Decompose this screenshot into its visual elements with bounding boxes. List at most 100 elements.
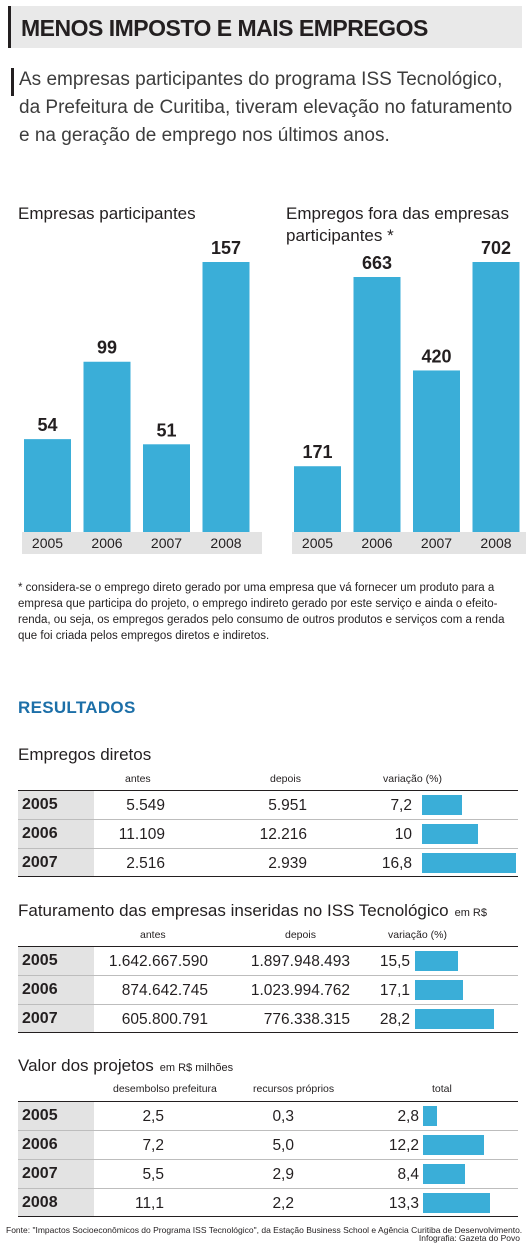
tick-label-1-2005: 2005 — [302, 535, 333, 551]
variation-bar — [422, 795, 463, 815]
col-head-recursos: recursos próprios — [253, 1083, 335, 1095]
year-label: 2006 — [22, 981, 58, 998]
value-col-1: 11,1 — [134, 1195, 164, 1212]
data-label-1-2006: 663 — [362, 253, 392, 273]
variation-bar — [423, 1193, 490, 1213]
value-col-2: 2.939 — [268, 855, 307, 872]
value-col-1: 2.516 — [126, 855, 165, 872]
table-row: 2006 11.109 12.216 10 — [18, 819, 518, 848]
year-cell: 2007 — [18, 1160, 94, 1188]
value-col-2: 776.338.315 — [263, 1011, 350, 1028]
value-col-2: 1.023.994.762 — [250, 982, 350, 999]
year-label: 2006 — [22, 825, 58, 842]
table-row: 2007 2.516 2.939 16,8 — [18, 848, 518, 877]
year-label: 2007 — [22, 854, 58, 871]
table-title-empregos-diretos: Empregos diretos — [18, 745, 151, 765]
variation-bar — [423, 1106, 437, 1126]
variation-value: 16,8 — [381, 855, 412, 872]
value-col-2: 12.216 — [259, 826, 307, 843]
year-label: 2005 — [22, 796, 58, 813]
col-head-antes: antes — [125, 773, 151, 785]
table-row: 2005 2,5 0,3 2,8 — [18, 1101, 518, 1130]
variation-value: 28,2 — [379, 1011, 410, 1028]
value-col-1: 1.642.667.590 — [108, 953, 208, 970]
table-row: 2008 11,1 2,2 13,3 — [18, 1188, 518, 1217]
value-col-2: 2,9 — [272, 1166, 294, 1183]
col-head-total: total — [432, 1083, 452, 1095]
credit-note: Infografia: Gazeta do Povo — [418, 1233, 520, 1243]
variation-bar — [415, 951, 459, 971]
bar-1-2005 — [294, 466, 341, 532]
table-title-faturamento: Faturamento das empresas inseridas no IS… — [18, 901, 487, 921]
col-head-antes: antes — [140, 929, 166, 941]
variation-value: 12,2 — [388, 1137, 419, 1154]
variation-value: 10 — [394, 826, 412, 843]
year-label: 2006 — [22, 1136, 58, 1153]
data-label-1-2007: 420 — [421, 346, 451, 366]
chart-title-empregos: Empregos fora das empresas participantes… — [286, 204, 509, 245]
value-col-2: 2,2 — [272, 1195, 294, 1212]
table-unit: em R$ — [454, 907, 487, 919]
table-row: 2005 5.549 5.951 7,2 — [18, 790, 518, 819]
tick-label-0-2008: 2008 — [210, 535, 241, 551]
value-col-2: 0,3 — [272, 1108, 294, 1125]
col-head-variacao: variação (%) — [383, 773, 442, 785]
year-cell: 2006 — [18, 976, 94, 1004]
chart-title-empresas: Empresas participantes — [18, 204, 196, 223]
year-label: 2007 — [22, 1010, 58, 1027]
value-col-1: 2,5 — [142, 1108, 164, 1125]
table-title-text: Faturamento das empresas inseridas no IS… — [18, 901, 449, 920]
year-cell: 2007 — [18, 1005, 94, 1032]
data-label-0-2008: 157 — [211, 238, 241, 258]
year-label: 2005 — [22, 1107, 58, 1124]
bar-0-2008 — [202, 262, 250, 532]
page-title: MENOS IMPOSTO E MAIS EMPREGOS — [21, 15, 428, 41]
tick-label-0-2005: 2005 — [32, 535, 63, 551]
table-row: 2006 874.642.745 1.023.994.762 17,1 — [18, 975, 518, 1004]
table-row: 2005 1.642.667.590 1.897.948.493 15,5 — [18, 946, 518, 975]
year-cell: 2007 — [18, 849, 94, 876]
tick-label-0-2006: 2006 — [91, 535, 122, 551]
bar-0-2006 — [83, 361, 131, 532]
bar-1-2006 — [353, 277, 401, 532]
col-head-depois: depois — [285, 929, 316, 941]
value-col-1: 605.800.791 — [121, 1011, 208, 1028]
tick-label-1-2008: 2008 — [480, 535, 511, 551]
year-label: 2008 — [22, 1194, 58, 1211]
variation-bar — [423, 1164, 465, 1184]
table-title-valor-projetos: Valor dos projetos em R$ milhões — [18, 1056, 233, 1076]
variation-value: 15,5 — [379, 953, 410, 970]
variation-bar — [422, 824, 478, 844]
intro-accent-bar — [11, 68, 14, 96]
col-head-depois: depois — [270, 773, 301, 785]
table-row: 2007 5,5 2,9 8,4 — [18, 1159, 518, 1188]
year-label: 2007 — [22, 1165, 58, 1182]
table-title-text: Empregos diretos — [18, 745, 152, 764]
year-label: 2005 — [22, 952, 58, 969]
bar-charts: 54 2005 99 2006 51 2007 157 2008 171 2005 663 2006 4… — [22, 238, 526, 554]
table-row: 2007 605.800.791 776.338.315 28,2 — [18, 1004, 518, 1033]
value-col-2: 1.897.948.493 — [250, 953, 350, 970]
variation-value: 13,3 — [388, 1195, 419, 1212]
variation-bar — [415, 1009, 494, 1029]
year-cell: 2005 — [18, 791, 94, 819]
variation-bar — [423, 1135, 484, 1155]
value-col-1: 5.549 — [126, 797, 165, 814]
table-row: 2006 7,2 5,0 12,2 — [18, 1130, 518, 1159]
tick-label-1-2006: 2006 — [361, 535, 392, 551]
variation-value: 8,4 — [397, 1166, 419, 1183]
variation-bar — [422, 853, 517, 873]
value-col-2: 5,0 — [272, 1137, 294, 1154]
value-col-1: 5,5 — [142, 1166, 164, 1183]
bar-1-2008 — [472, 262, 520, 532]
table-unit: em R$ milhões — [159, 1062, 234, 1074]
intro-text: As empresas participantes do programa IS… — [19, 69, 513, 146]
value-col-1: 11.109 — [118, 826, 165, 843]
col-head-variacao: variação (%) — [388, 929, 447, 941]
bar-0-2007 — [143, 444, 190, 532]
bar-0-2005 — [24, 439, 71, 532]
data-label-1-2005: 171 — [302, 442, 332, 462]
data-label-0-2006: 99 — [97, 338, 117, 358]
data-label-0-2007: 51 — [156, 420, 176, 440]
variation-bar — [415, 980, 463, 1000]
